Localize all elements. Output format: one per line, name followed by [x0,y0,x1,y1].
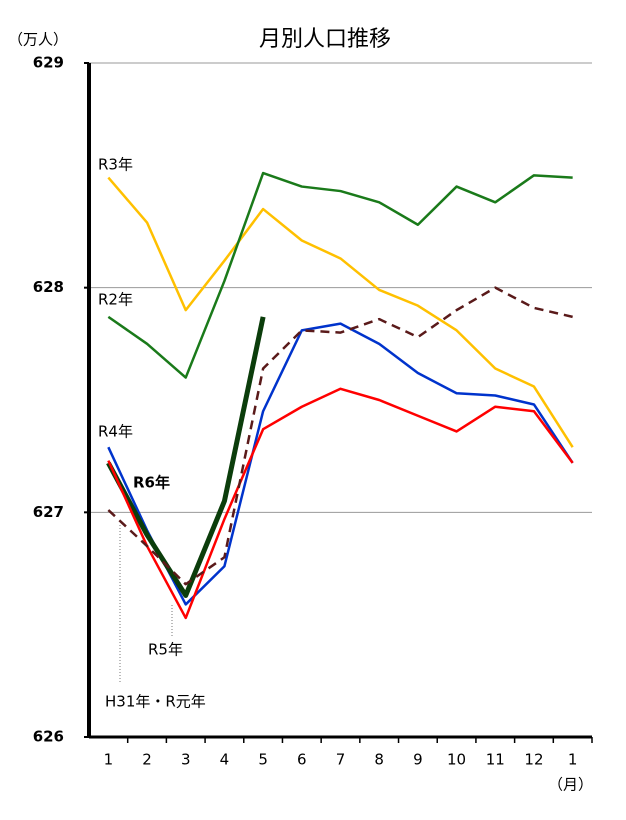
x-tick-label: 11 [486,751,505,769]
x-tick-label: 12 [524,751,543,769]
x-tick-label: 3 [181,751,191,769]
series-label: R5年 [148,641,183,659]
y-tick-label: 626 [33,728,64,746]
y-tick-label: 628 [33,278,64,296]
x-tick-label: 5 [258,751,268,769]
x-tick-label: 4 [220,751,230,769]
y-tick-label: 629 [33,54,64,72]
series-label: R3年 [98,156,133,174]
x-tick-label: 6 [297,751,307,769]
series-line [107,387,574,620]
x-tick-label: 7 [336,751,346,769]
series-line [107,322,574,606]
chart-title: 月別人口推移 [259,27,391,52]
x-tick-label: 8 [374,751,384,769]
x-tick-label: 9 [413,751,423,769]
x-tick-label: 2 [142,751,152,769]
series-label: H31年・R元年 [105,693,206,711]
series-label: R4年 [98,423,133,441]
series-line [107,171,573,379]
series-line [107,176,574,448]
y-tick-label: 627 [33,503,64,521]
x-tick-label: 1 [104,751,114,769]
series-line [106,316,266,598]
x-tick-label: 10 [447,751,466,769]
series-label: R6年 [133,474,170,492]
y-unit: （万人） [8,31,68,49]
x-unit: （月） [548,776,593,794]
x-tick-label: 1 [568,751,578,769]
series-line [107,286,573,586]
series-label: R2年 [98,291,133,309]
